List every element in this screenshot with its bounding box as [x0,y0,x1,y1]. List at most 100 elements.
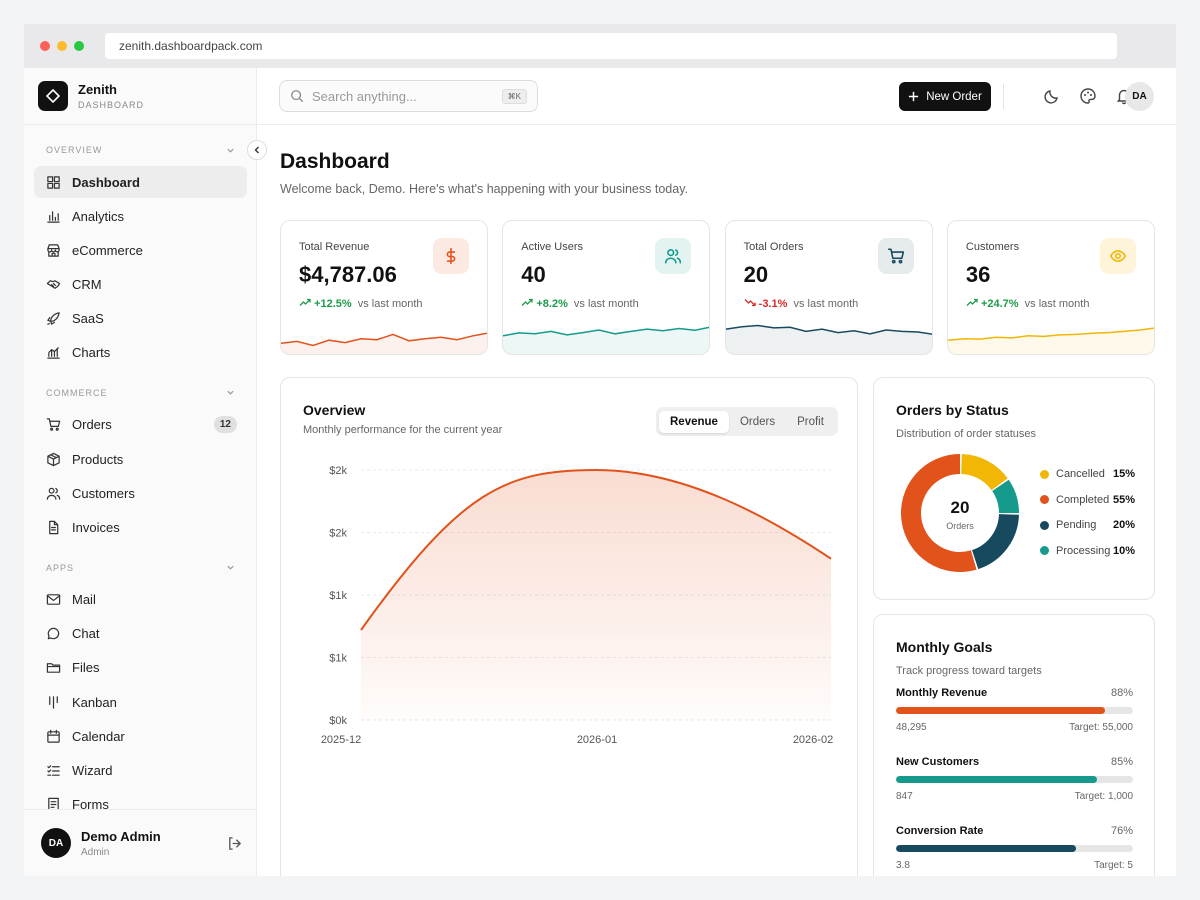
palette-icon[interactable] [1079,87,1097,105]
monthly-goals-card: Monthly Goals Track progress toward targ… [873,614,1155,876]
goal-conversion-rate: Conversion Rate 76% 3.8 Target: 5 [896,825,1133,871]
orders-count-badge: 12 [213,416,237,434]
sidebar-item-charts[interactable]: Charts [34,337,247,369]
stat-change: +24.7% [980,298,1019,310]
main-content: Dashboard Welcome back, Demo. Here's wha… [257,125,1176,876]
sparkline-area [281,333,487,354]
tab-revenue[interactable]: Revenue [659,410,729,433]
stat-icon-box [1099,238,1136,274]
sidebar-item-invoices[interactable]: Invoices [34,512,247,544]
user-name: Demo Admin [81,828,161,844]
goal-progress-fill [896,845,1077,852]
orders-total: 20 [950,498,970,517]
series-line [360,468,832,631]
legend-item-pending: Pending 20% [1040,519,1135,531]
address-bar[interactable]: zenith.dashboardpack.com [105,33,1117,59]
chevron-left-icon [254,146,259,154]
search-shortcut: ⌘K [501,88,527,104]
area-fill [361,470,831,720]
collapse-sidebar-button[interactable] [247,140,267,160]
sidebar-item-label: Orders [72,417,112,433]
topbar-avatar[interactable]: DA [1125,82,1154,111]
stat-change: +8.2% [536,298,568,310]
stat-label: Total Orders [743,241,804,253]
folder-icon [46,663,61,674]
brand-subtitle: DASHBOARD [78,100,145,110]
stat-card-total-revenue[interactable]: Total Revenue $4,787.06 +12.5% vs last mo… [280,220,488,355]
sidebar-item-customers[interactable]: Customers [34,477,247,509]
app: Zenith DASHBOARD OVERVIEW Dashboard Analyt… [24,68,1176,876]
goal-percent: 76% [1110,825,1133,837]
sidebar-item-label: Calendar [72,728,125,744]
sidebar-item-forms[interactable]: Forms [34,789,247,809]
legend-dot [1040,469,1049,479]
sidebar-item-saas[interactable]: SaaS [34,303,247,335]
sidebar-item-orders[interactable]: Orders 12 [34,409,247,441]
y-tick-label: $2k [329,465,347,477]
goal-progress-bar [896,776,1133,783]
legend-label: Processing [1056,544,1111,557]
stat-change: +12.5% [314,298,352,310]
sidebar-section-commerce[interactable]: COMMERCE [24,383,257,403]
sidebar-item-files[interactable]: Files [34,652,247,684]
minimize-window-dot[interactable] [57,41,67,51]
sidebar-item-label: Analytics [72,208,125,224]
sidebar-item-label: Chat [72,626,100,642]
search-input[interactable]: Search anything... ⌘K [279,80,538,112]
sidebar-item-analytics[interactable]: Analytics [34,200,247,232]
user-profile[interactable]: DA Demo Admin Admin [24,809,257,876]
sidebar-item-chat[interactable]: Chat [34,618,247,650]
brand[interactable]: Zenith DASHBOARD [24,68,256,125]
section-label: APPS [46,562,75,573]
tab-orders[interactable]: Orders [739,415,776,428]
overview-card: Overview Monthly performance for the cur… [280,377,858,876]
tab-profit[interactable]: Profit [797,415,824,428]
moon-icon[interactable] [1043,87,1061,105]
stat-change-row: +8.2% vs last month [521,298,639,310]
mail-icon [46,594,61,605]
kanban-icon [49,695,58,709]
sparkline [503,326,710,354]
sidebar-section-apps[interactable]: APPS [24,558,257,578]
sparkline-line [503,326,710,337]
eye-icon [1109,250,1126,262]
sparkline [947,327,1154,354]
sidebar-item-label: Forms [72,797,109,809]
overview-title: Overview [303,402,366,418]
x-tick-label: 2026-01 [577,734,617,746]
sparkline-area [503,327,710,354]
sparkline [725,324,932,354]
legend-label: Pending [1056,519,1097,531]
stat-change-suffix: vs last month [1024,298,1090,310]
form-icon [48,797,59,809]
sidebar-item-dashboard[interactable]: Dashboard [34,166,247,198]
stat-value: 20 [743,262,769,287]
new-order-button[interactable]: New Order [899,82,991,111]
sidebar-item-label: Kanban [72,694,117,710]
stat-card-customers[interactable]: Customers 36 +24.7% vs last month [946,220,1155,355]
cart-icon [46,418,61,432]
logout-icon[interactable] [227,836,242,851]
logo-icon [38,81,68,111]
rocket-icon [47,312,60,325]
close-window-dot[interactable] [40,41,50,51]
overview-chart: $0k $1k $1k $2k $2k 2025-12 2026-01 2026-02 [321,465,833,746]
sidebar-section-overview[interactable]: OVERVIEW [24,140,257,160]
donut-slice-cancelled [960,454,1008,491]
sidebar-item-ecommerce[interactable]: eCommerce [34,234,247,266]
legend-item-completed: Completed 55% [1040,494,1135,506]
search-placeholder: Search anything... [312,88,417,104]
sidebar-item-label: SaaS [72,311,104,327]
orders-donut-chart [901,454,1019,572]
page-title: Dashboard [280,150,390,173]
sidebar-item-mail[interactable]: Mail [34,584,247,616]
stat-card-active-users[interactable]: Active Users 40 +8.2% vs last month [502,220,711,355]
sidebar-item-wizard[interactable]: Wizard [34,754,247,786]
plus-icon [909,91,919,102]
stat-card-total-orders[interactable]: Total Orders 20 -3.1% vs last month [724,220,933,355]
sidebar-item-products[interactable]: Products [34,443,247,475]
sidebar-item-kanban[interactable]: Kanban [34,686,247,718]
sidebar-item-calendar[interactable]: Calendar [34,720,247,752]
maximize-window-dot[interactable] [74,41,84,51]
sidebar-item-crm[interactable]: CRM [34,269,247,301]
